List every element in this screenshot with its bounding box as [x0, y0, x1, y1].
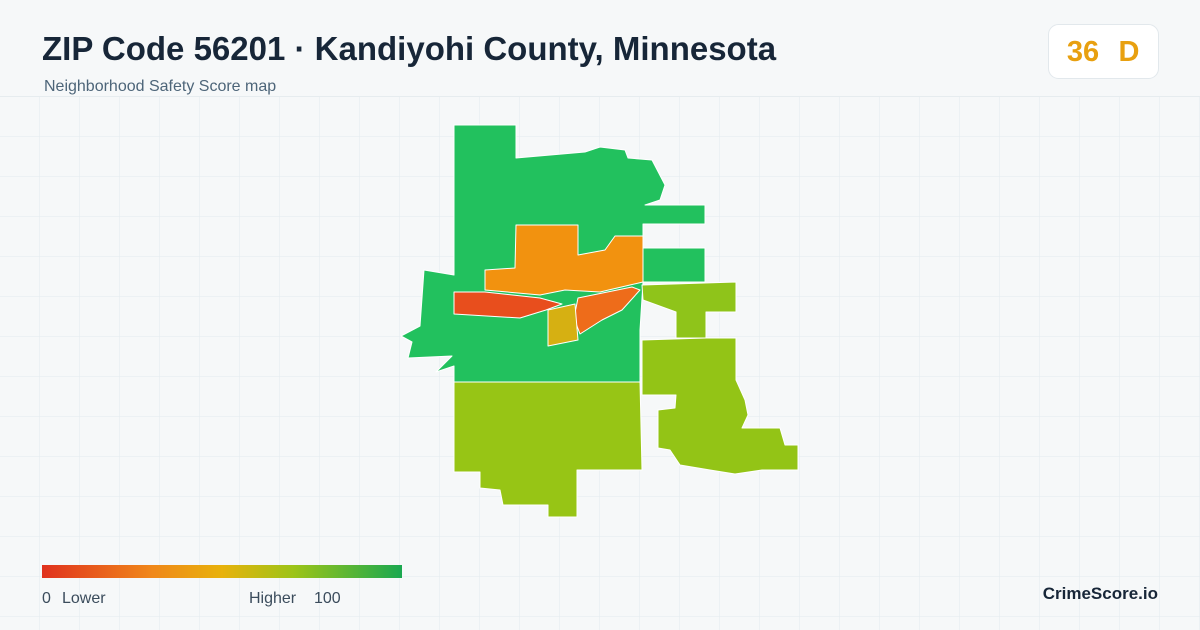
legend-min: 0 [42, 590, 51, 607]
legend-gradient [42, 565, 402, 578]
title: ZIP Code 56201 · Kandiyohi County, Minne… [42, 30, 777, 67]
legend: 0 Lower Higher 100 [42, 565, 402, 607]
score-value: 36 [1067, 36, 1099, 68]
region [453, 381, 643, 518]
subtitle: Neighborhood Safety Score map [44, 78, 276, 95]
score-grade: D [1119, 36, 1140, 68]
brand: CrimeScore.io [1043, 584, 1158, 603]
region [641, 337, 799, 475]
legend-max: 100 [314, 590, 341, 607]
region [547, 303, 579, 347]
region [484, 224, 644, 296]
map [400, 124, 799, 518]
region [453, 291, 563, 319]
badge-box [1048, 24, 1159, 79]
score-badge: 36 D [1048, 24, 1159, 79]
legend-max-label: Higher [249, 590, 297, 607]
legend-min-label: Lower [62, 590, 106, 607]
